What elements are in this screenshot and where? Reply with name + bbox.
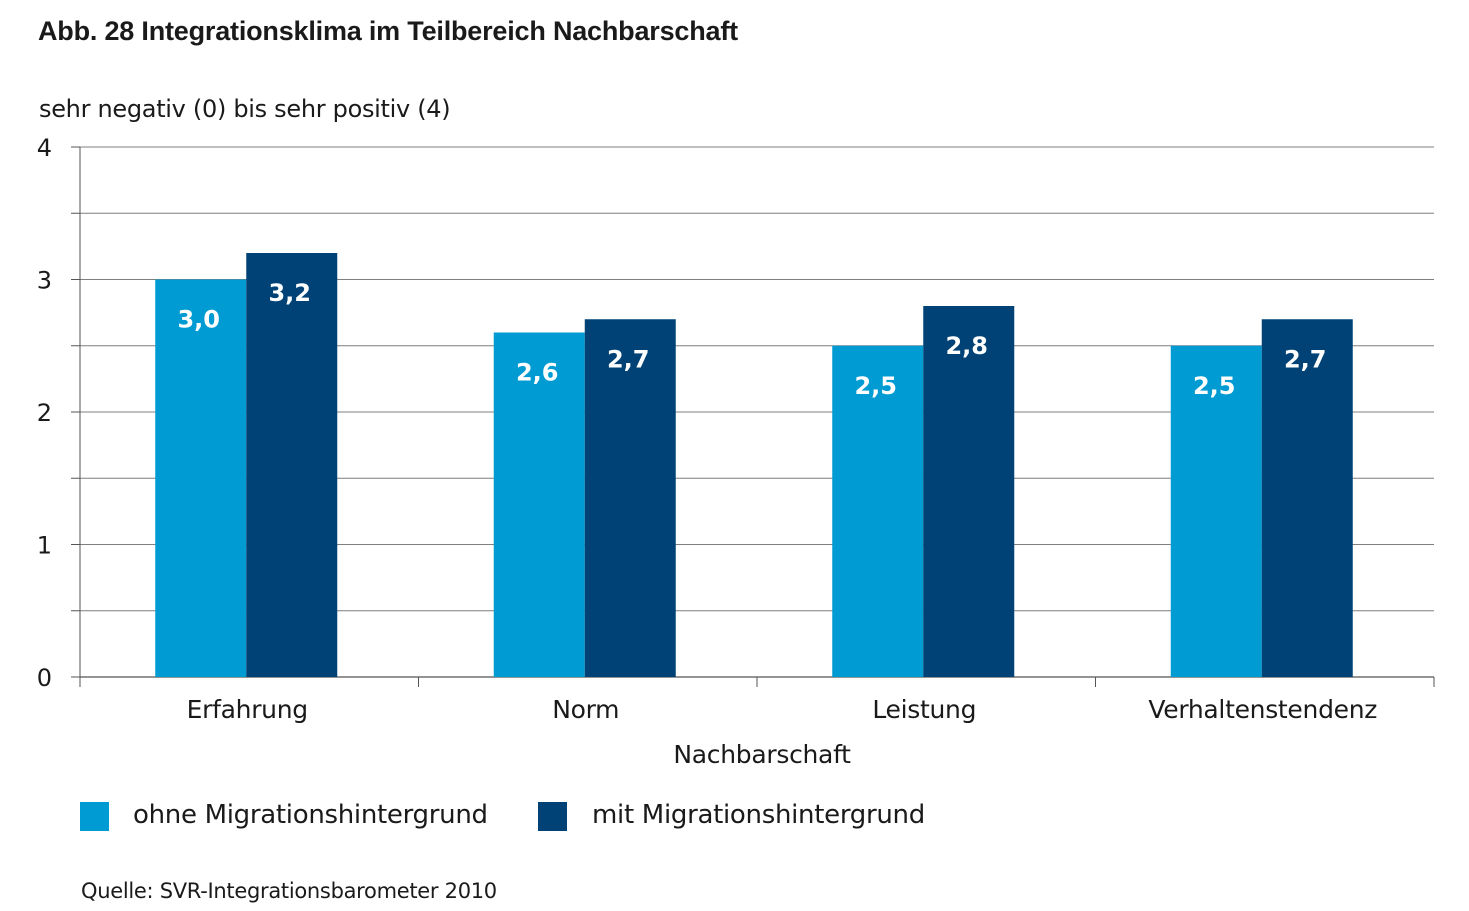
legend-label-ohne: ohne Migrationshintergrund <box>133 800 488 830</box>
legend-swatch-ohne <box>80 802 109 831</box>
bar-chart: 0 1 2 3 4 3,0 3,2 Erfahrung 2,6 2,7 Norm 2,5 2,8 Leis… <box>37 134 1435 769</box>
legend-swatch-mit <box>538 802 567 831</box>
data-label: 2,5 <box>1193 372 1236 400</box>
data-label: 3,0 <box>177 306 220 334</box>
y-axis-label: sehr negativ (0) bis sehr positiv (4) <box>39 95 451 123</box>
bar-mit-leistung <box>923 306 1015 677</box>
chart-title: Abb. 28 Integrationsklima im Teilbereich… <box>38 16 738 46</box>
data-label: 3,2 <box>268 279 311 307</box>
y-tick-label: 1 <box>37 532 52 560</box>
y-tick-label: 4 <box>37 134 52 162</box>
bar-mit-norm <box>584 319 676 677</box>
bar-ohne-erfahrung <box>155 279 247 677</box>
data-label: 2,6 <box>516 359 559 387</box>
x-category-label: Erfahrung <box>187 695 308 724</box>
data-label: 2,8 <box>945 332 988 360</box>
x-category-label: Leistung <box>872 695 976 724</box>
y-tick-label: 3 <box>37 267 52 295</box>
data-label: 2,7 <box>607 345 650 373</box>
bar-mit-verhaltenstendenz <box>1261 319 1353 677</box>
bar-ohne-norm <box>493 332 585 677</box>
x-category-label: Norm <box>552 695 619 724</box>
x-axis-title: Nachbarschaft <box>673 740 851 769</box>
source-note: Quelle: SVR-Integrationsbarometer 2010 <box>81 879 497 903</box>
y-tick-label: 2 <box>37 399 52 427</box>
bar-ohne-verhaltenstendenz <box>1170 345 1262 677</box>
legend-label-mit: mit Migrationshintergrund <box>592 800 925 830</box>
data-label: 2,7 <box>1284 345 1327 373</box>
data-label: 2,5 <box>854 372 897 400</box>
bar-mit-erfahrung <box>246 253 338 677</box>
x-category-label: Verhaltenstendenz <box>1148 695 1377 724</box>
y-tick-label: 0 <box>37 664 52 692</box>
bar-ohne-leistung <box>832 345 924 677</box>
